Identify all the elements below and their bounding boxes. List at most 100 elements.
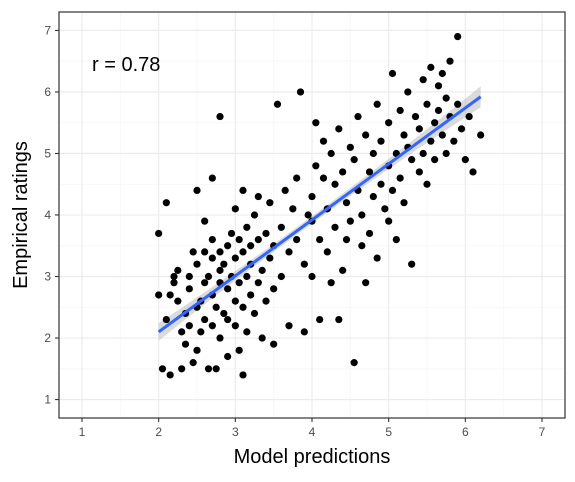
x-tick-label: 5 — [385, 425, 392, 439]
data-point — [312, 162, 320, 170]
data-point — [354, 112, 362, 121]
data-point — [166, 371, 174, 379]
data-point — [434, 82, 443, 90]
data-point — [235, 346, 243, 354]
data-point — [239, 248, 247, 256]
fit-line-layer — [157, 95, 482, 334]
data-point — [239, 303, 247, 311]
data-point — [423, 180, 431, 188]
data-point — [331, 180, 339, 188]
data-point — [258, 266, 266, 274]
data-point — [270, 340, 278, 348]
data-point — [454, 100, 462, 108]
x-tick-label: 1 — [79, 425, 86, 439]
y-tick-label: 7 — [44, 23, 51, 37]
data-point — [331, 223, 339, 231]
data-point — [312, 119, 320, 127]
data-point — [208, 174, 216, 182]
data-point — [293, 236, 301, 244]
data-point — [224, 285, 232, 293]
data-point — [396, 174, 404, 182]
data-point — [408, 260, 416, 268]
data-point — [385, 119, 393, 127]
data-point — [266, 199, 274, 207]
data-point — [419, 76, 427, 84]
data-point — [231, 297, 239, 305]
y-tick-label: 1 — [44, 393, 51, 407]
data-point — [178, 365, 186, 373]
data-point — [239, 371, 247, 379]
y-tick-label: 5 — [44, 146, 51, 160]
x-tick-label: 4 — [309, 425, 316, 439]
data-point — [285, 322, 293, 330]
data-point — [438, 131, 446, 139]
data-point — [197, 328, 205, 336]
data-point — [247, 291, 255, 299]
data-point — [250, 309, 259, 318]
data-point — [423, 100, 431, 108]
data-point — [358, 211, 366, 219]
data-point — [224, 315, 232, 324]
data-point — [193, 346, 201, 354]
grid-major — [59, 12, 565, 418]
data-point — [174, 297, 182, 305]
data-point — [339, 168, 347, 176]
data-point — [335, 125, 343, 133]
fit-line — [157, 95, 482, 334]
data-point — [289, 205, 297, 213]
data-point — [224, 352, 232, 361]
data-point — [174, 266, 182, 274]
y-tick-label: 3 — [44, 270, 51, 284]
data-point — [373, 254, 381, 262]
data-point — [170, 272, 178, 281]
data-point — [216, 334, 224, 342]
data-point — [350, 156, 358, 164]
data-point — [158, 365, 167, 373]
data-point — [316, 236, 324, 244]
data-point — [212, 303, 220, 311]
data-point — [319, 174, 328, 182]
data-point — [415, 125, 423, 133]
data-point — [224, 242, 232, 250]
data-point — [243, 223, 251, 231]
data-point — [434, 106, 443, 115]
data-point — [193, 186, 201, 194]
data-point — [293, 174, 301, 182]
data-point — [216, 266, 224, 274]
data-point — [273, 100, 282, 108]
data-point — [266, 254, 274, 262]
data-point — [408, 156, 416, 164]
data-point — [365, 168, 374, 176]
data-point — [469, 168, 477, 176]
data-point — [308, 272, 316, 281]
data-point — [277, 272, 285, 281]
data-point — [254, 279, 262, 287]
data-point — [339, 266, 347, 274]
data-point — [411, 112, 420, 121]
data-point — [155, 229, 163, 238]
data-point — [189, 248, 197, 256]
data-point — [296, 88, 305, 96]
data-point — [342, 199, 351, 207]
data-point — [358, 242, 366, 250]
data-point — [300, 260, 308, 268]
data-point — [247, 242, 255, 250]
data-point — [431, 156, 439, 164]
data-point — [442, 94, 450, 102]
data-point — [369, 149, 377, 158]
data-point — [254, 236, 262, 244]
data-point — [235, 279, 243, 287]
data-point — [400, 131, 408, 139]
data-point — [438, 69, 446, 78]
data-point — [181, 340, 190, 348]
data-point — [377, 137, 385, 145]
y-tick-label: 2 — [44, 331, 51, 345]
data-point — [201, 279, 209, 287]
data-point — [162, 315, 170, 324]
data-point — [208, 236, 216, 244]
data-point — [427, 137, 435, 145]
data-point — [316, 315, 324, 324]
data-point — [415, 168, 423, 176]
data-point — [262, 229, 270, 238]
data-point — [277, 223, 285, 231]
